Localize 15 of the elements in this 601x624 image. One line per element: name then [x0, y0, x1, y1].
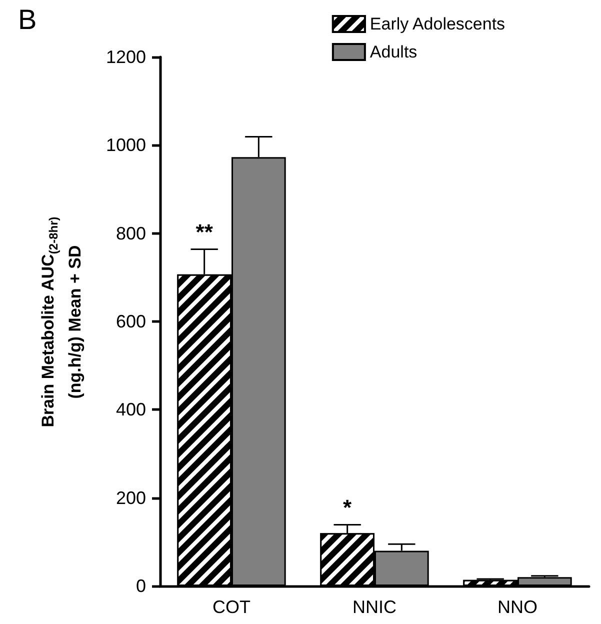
y-tick-label: 0 — [136, 576, 146, 596]
x-tick-label: NNO — [498, 597, 538, 617]
chart-title: B — [18, 4, 37, 36]
y-tick-label: 200 — [116, 488, 146, 508]
annotation: ** — [196, 220, 214, 245]
legend-label: Early Adolescents — [370, 14, 506, 34]
x-tick-label: COT — [212, 597, 250, 617]
y-tick-label: 1000 — [106, 135, 146, 156]
y-tick-label: 800 — [116, 223, 146, 244]
legend-label: Adults — [370, 42, 418, 62]
annotation: * — [343, 495, 352, 520]
y-tick-label: 1200 — [106, 47, 146, 67]
y-tick-label: 600 — [116, 312, 146, 332]
x-tick-label: NNIC — [352, 597, 396, 617]
y-tick-label: 400 — [116, 400, 146, 420]
